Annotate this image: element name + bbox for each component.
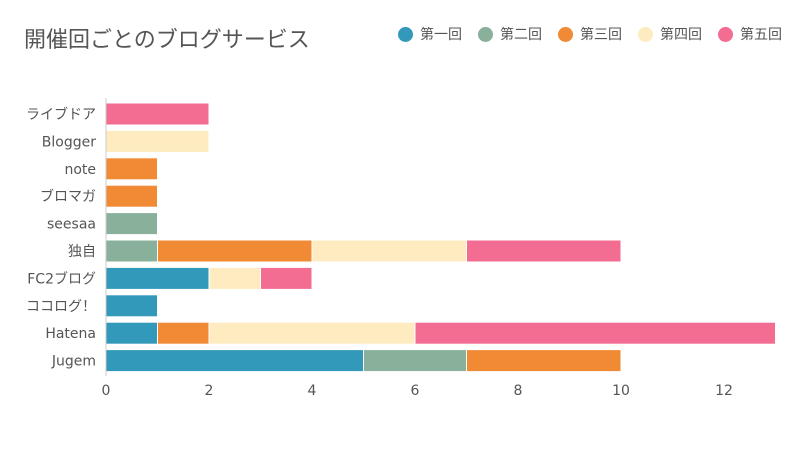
- bar-segment[interactable]: [105, 102, 210, 126]
- x-tick-label: 2: [205, 383, 214, 399]
- legend-swatch-series-5: [718, 26, 733, 42]
- legend-swatch-series-4: [638, 26, 653, 42]
- y-tick-label: ココログ！: [26, 299, 96, 315]
- bar-segment[interactable]: [105, 321, 158, 345]
- legend: 第一回 第二回 第三回 第四回 第五回: [382, 24, 782, 44]
- legend-item-series-1[interactable]: 第一回: [398, 24, 462, 44]
- legend-label-series-5: 第五回: [740, 27, 782, 43]
- y-tick-label: Jugem: [51, 354, 96, 370]
- legend-swatch-series-1: [398, 26, 413, 42]
- chart-title: 開催回ごとのブログサービス: [24, 28, 310, 53]
- legend-swatch-series-2: [478, 26, 493, 42]
- legend-swatch-series-3: [558, 26, 573, 42]
- bar-segment[interactable]: [105, 184, 158, 208]
- x-tick-label: 0: [102, 383, 111, 399]
- legend-label-series-1: 第一回: [420, 27, 462, 43]
- bar-segment[interactable]: [157, 239, 313, 263]
- y-tick-label: Hatena: [45, 326, 96, 342]
- bar-segment[interactable]: [157, 321, 210, 345]
- legend-item-series-5[interactable]: 第五回: [718, 24, 782, 44]
- bar-segment[interactable]: [466, 239, 622, 263]
- legend-label-series-4: 第四回: [660, 27, 702, 43]
- bar-segment[interactable]: [105, 266, 210, 290]
- bar-segment[interactable]: [105, 212, 158, 236]
- x-tick-label: 6: [411, 383, 420, 399]
- y-tick-label: Blogger: [42, 134, 96, 150]
- x-tick-label: 4: [308, 383, 317, 399]
- x-tick-label: 10: [612, 383, 630, 399]
- bar-segment[interactable]: [105, 157, 158, 181]
- bar-segment[interactable]: [260, 266, 313, 290]
- legend-item-series-2[interactable]: 第二回: [478, 24, 542, 44]
- y-tick-label: ライブドア: [26, 106, 96, 123]
- bar-segment[interactable]: [363, 349, 467, 373]
- legend-label-series-3: 第三回: [580, 27, 622, 43]
- y-tick-label: ブロマガ: [40, 188, 96, 205]
- y-tick-label: 独自: [68, 244, 96, 260]
- legend-item-series-3[interactable]: 第三回: [558, 24, 622, 44]
- y-tick-label: seesaa: [47, 217, 96, 233]
- legend-item-series-4[interactable]: 第四回: [638, 24, 702, 44]
- bar-segment[interactable]: [105, 349, 364, 373]
- y-tick-label: note: [64, 162, 96, 178]
- bar-segment[interactable]: [105, 129, 210, 153]
- bar-segment[interactable]: [311, 239, 467, 263]
- bar-segment[interactable]: [414, 321, 776, 345]
- y-tick-label: FC2ブログ: [27, 270, 96, 287]
- bar-segment[interactable]: [466, 349, 622, 373]
- legend-label-series-2: 第二回: [500, 27, 542, 43]
- x-tick-label: 12: [715, 383, 733, 399]
- x-tick-label: 8: [514, 383, 523, 399]
- bar-segment[interactable]: [105, 294, 158, 318]
- bar-segment[interactable]: [208, 266, 261, 290]
- bar-segment[interactable]: [208, 321, 416, 345]
- bar-segment[interactable]: [105, 239, 158, 263]
